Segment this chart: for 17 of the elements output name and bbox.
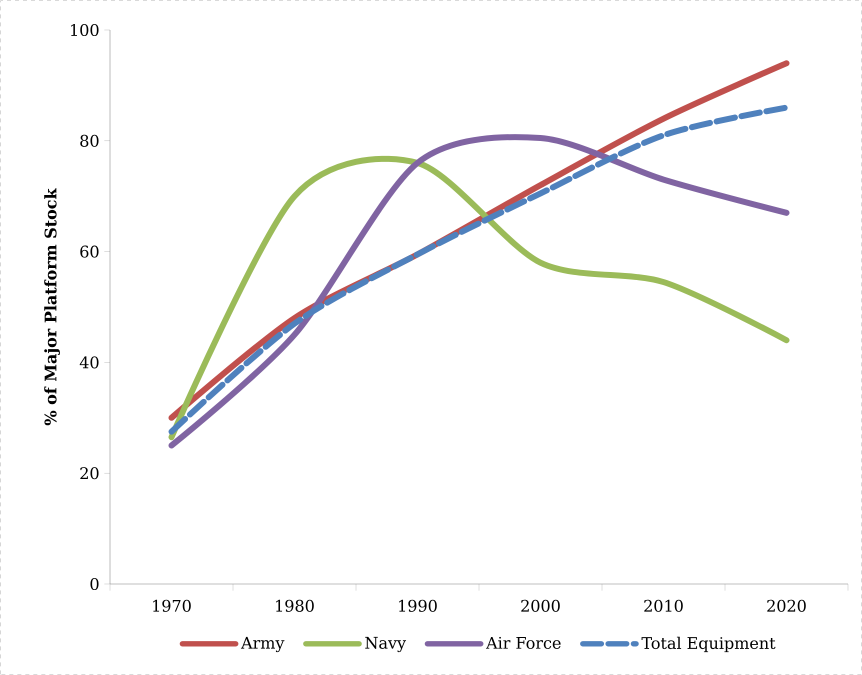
- y-tick-label: 80: [80, 134, 99, 147]
- x-tick-label: 2020: [767, 600, 806, 612]
- y-tick-label: 40: [80, 356, 99, 368]
- legend-label: Army: [240, 636, 284, 652]
- y-tick-label: 100: [71, 24, 99, 36]
- y-tick-label: 0: [90, 578, 99, 590]
- y-tick-label: 20: [80, 467, 99, 480]
- x-tick-label: 1990: [399, 600, 437, 612]
- legend-label: Total Equipment: [642, 636, 776, 652]
- y-tick-label: 60: [80, 246, 99, 258]
- x-tick-label: 1970: [153, 600, 191, 612]
- x-tick-label: 1980: [276, 600, 314, 612]
- legend-label: Navy: [365, 636, 406, 652]
- y-axis-title: % of Major Platform Stock: [44, 188, 60, 426]
- x-tick-label: 2010: [644, 600, 683, 612]
- x-tick-label: 2000: [521, 600, 560, 612]
- legend-label: Air Force: [486, 636, 561, 649]
